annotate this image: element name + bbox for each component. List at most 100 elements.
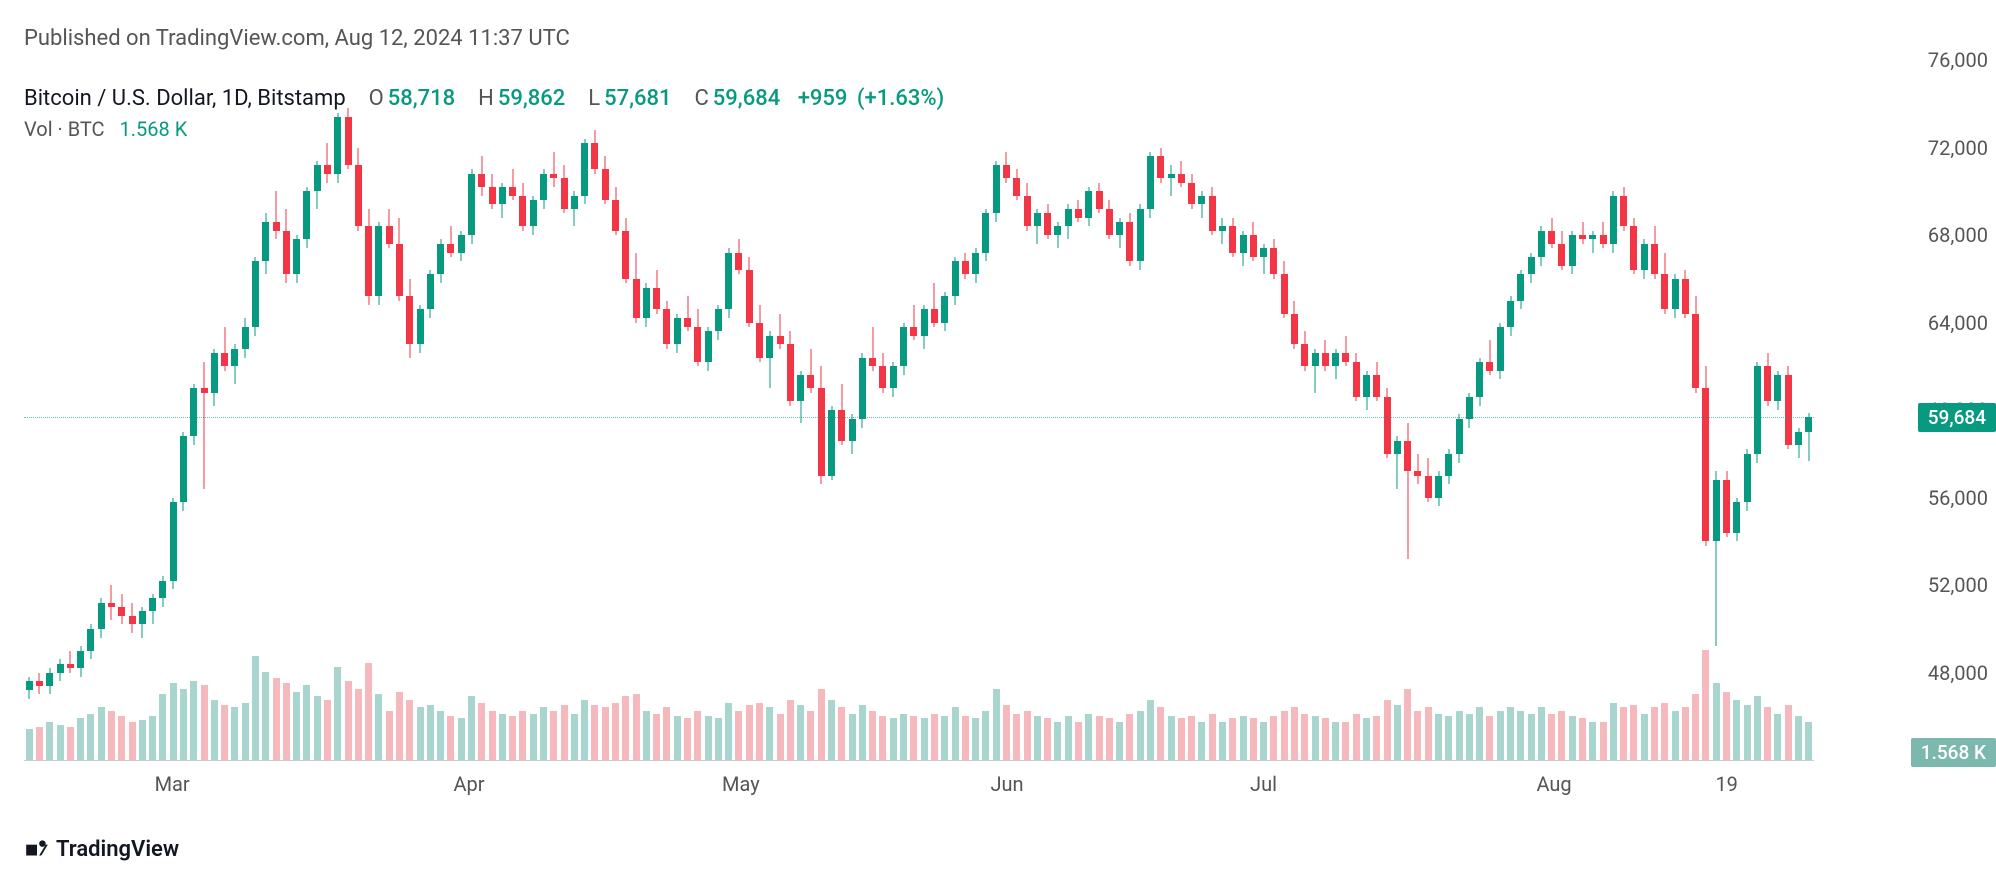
candle-body [1610,196,1617,244]
tradingview-brand: TradingView [24,836,179,862]
volume-bar [1569,716,1576,760]
candle-body [1240,235,1247,253]
candle-body [1497,327,1504,371]
volume-bar [1075,722,1082,761]
volume-bar [1024,711,1031,761]
candle-body [1229,226,1236,252]
volume-bar [694,711,701,761]
volume-bar [612,703,619,760]
volume-bar [591,705,598,760]
candle-body [838,410,845,441]
candle-body [314,165,321,191]
candle-wick [550,152,557,187]
candle-body [1723,480,1730,533]
volume-bar [1507,707,1514,760]
volume-bar [1651,707,1658,760]
candle-body [1188,183,1195,205]
volume-bar [273,678,280,761]
x-tick-label: May [722,772,760,796]
candle-body [1630,226,1637,270]
candle-body [622,231,629,279]
candle-body [807,375,814,388]
volume-bar [1692,694,1699,760]
candle-body [663,309,670,344]
candle-body [1785,375,1792,445]
volume-bar [1312,716,1319,760]
volume-bar [427,705,434,760]
volume-bar [746,705,753,760]
volume-bar [581,700,588,761]
candle-body [561,178,568,209]
candle-body [1682,279,1689,314]
candle-body [98,603,105,629]
candle-body [1805,417,1812,432]
volume-bar [221,705,228,760]
candle-wick [1168,165,1175,196]
volume-bar [1342,722,1349,761]
candle-body [1466,397,1473,419]
candle-body [530,200,537,226]
volume-bar [931,714,938,760]
candle-body [46,673,53,686]
volume-bar [1044,718,1051,760]
candle-body [478,174,485,187]
candle-body [1795,432,1802,445]
candle-body [1178,174,1185,183]
volume-bar [1456,711,1463,761]
candle-body [396,244,403,297]
tradingview-icon [24,836,50,862]
candle-wick [273,191,280,239]
volume-bar [406,700,413,761]
candle-body [941,296,948,322]
volume-tag: 1.568 K [1911,738,1996,767]
candle-body [1456,419,1463,454]
candle-body [1270,248,1277,274]
volume-bar [1795,716,1802,760]
volume-bar [129,722,136,761]
candle-body [499,187,506,205]
candle-body [766,336,773,358]
volume-bar [982,711,989,761]
volume-bar [1219,722,1226,761]
candle-body [118,607,125,616]
volume-bar [519,711,526,761]
candlestick-chart[interactable] [24,60,1904,760]
volume-bar [396,692,403,760]
candle-body [777,336,784,345]
volume-bar [787,700,794,761]
volume-bar [828,700,835,761]
candle-body [571,196,578,209]
volume-bar [345,681,352,760]
volume-bar [1168,716,1175,760]
x-tick-label: 19 [1715,772,1737,796]
volume-bar [468,696,475,760]
candle-body [1260,248,1267,257]
candle-body [1281,274,1288,313]
candle-body [1600,235,1607,244]
volume-bar [602,707,609,760]
volume-bar [180,689,187,761]
candle-wick [1579,222,1586,244]
candle-body [365,226,372,296]
y-tick-label: 52,000 [1928,573,1988,597]
candle-body [1363,375,1370,397]
candle-body [694,327,701,362]
volume-bar [1558,711,1565,761]
candle-body [643,288,650,319]
candle-body [1013,178,1020,196]
candle-body [910,327,917,336]
volume-bar [36,727,43,760]
volume-bar [447,716,454,760]
volume-bar [67,727,74,760]
volume-bar [489,711,496,761]
candle-body [283,231,290,275]
volume-bar [46,722,53,761]
volume-bar [98,707,105,760]
candle-body [519,196,526,227]
volume-bar [324,700,331,761]
volume-bar [1116,722,1123,761]
candle-body [1353,362,1360,397]
volume-bar [242,703,249,760]
volume-bar [170,683,177,760]
candle-body [1579,235,1586,239]
